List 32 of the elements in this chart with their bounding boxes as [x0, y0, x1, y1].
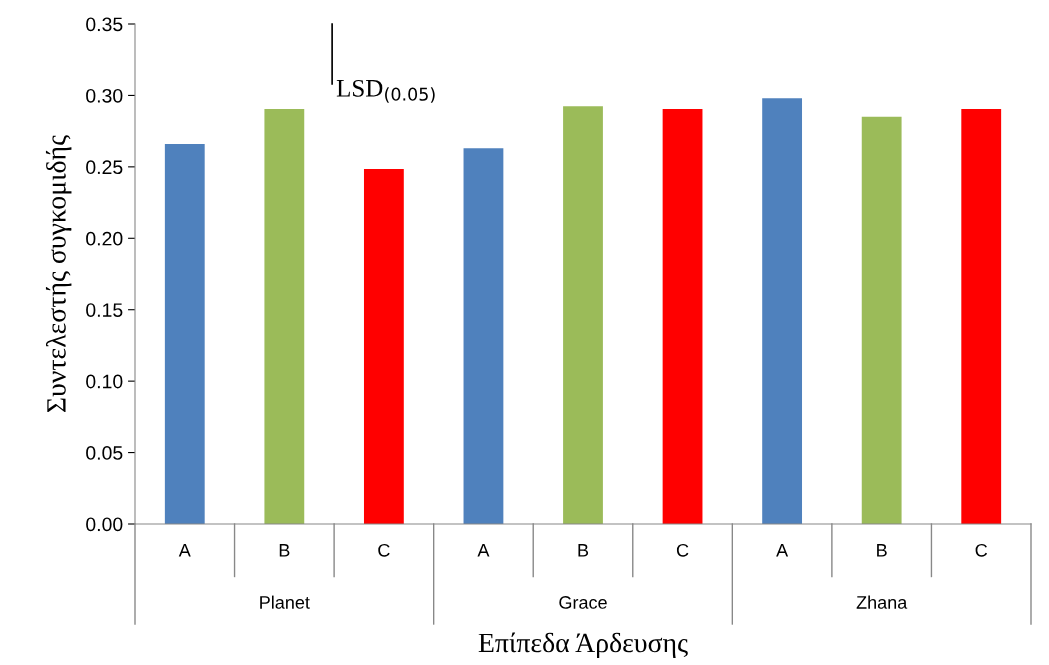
y-tick-label: 0.25	[86, 160, 123, 175]
bar	[563, 106, 603, 524]
bar	[264, 109, 305, 524]
text: Grace	[559, 596, 607, 609]
x-tick-label: B	[279, 544, 290, 557]
bar	[363, 169, 404, 524]
bar	[762, 98, 803, 524]
y-tick-label: 0.00	[86, 517, 123, 532]
y-tick-label: 0.35	[86, 17, 123, 32]
x-tick-label: C	[676, 543, 689, 557]
annotation: LSD$_{(0.05)}$	[336, 79, 435, 103]
y-tick-label: 0.05	[86, 446, 123, 460]
text: Planet	[260, 595, 310, 609]
y-tick-label: 0.20	[86, 231, 123, 246]
x-tick-label: B	[578, 544, 589, 557]
bar	[662, 109, 703, 524]
x-tick-label: A	[178, 544, 191, 557]
y-tick-label: 0.15	[86, 303, 123, 317]
bar	[463, 148, 504, 524]
y-tick-label: 0.30	[86, 88, 123, 103]
y-axis-title: Συντελεστής συγκομιδής	[45, 135, 72, 413]
y-tick-label: 0.10	[86, 374, 123, 389]
bar	[961, 109, 1002, 524]
x-tick-label: A	[477, 544, 490, 557]
x-axis-title: Επίπεδα Άρδευσης	[478, 632, 688, 658]
x-tick-label: C	[378, 543, 390, 557]
x-tick-label: B	[877, 544, 887, 557]
x-tick-label: A	[776, 544, 789, 557]
text: Zhana	[856, 595, 908, 609]
bar	[164, 144, 205, 524]
bar	[861, 116, 902, 524]
x-tick-label: C	[975, 543, 988, 557]
